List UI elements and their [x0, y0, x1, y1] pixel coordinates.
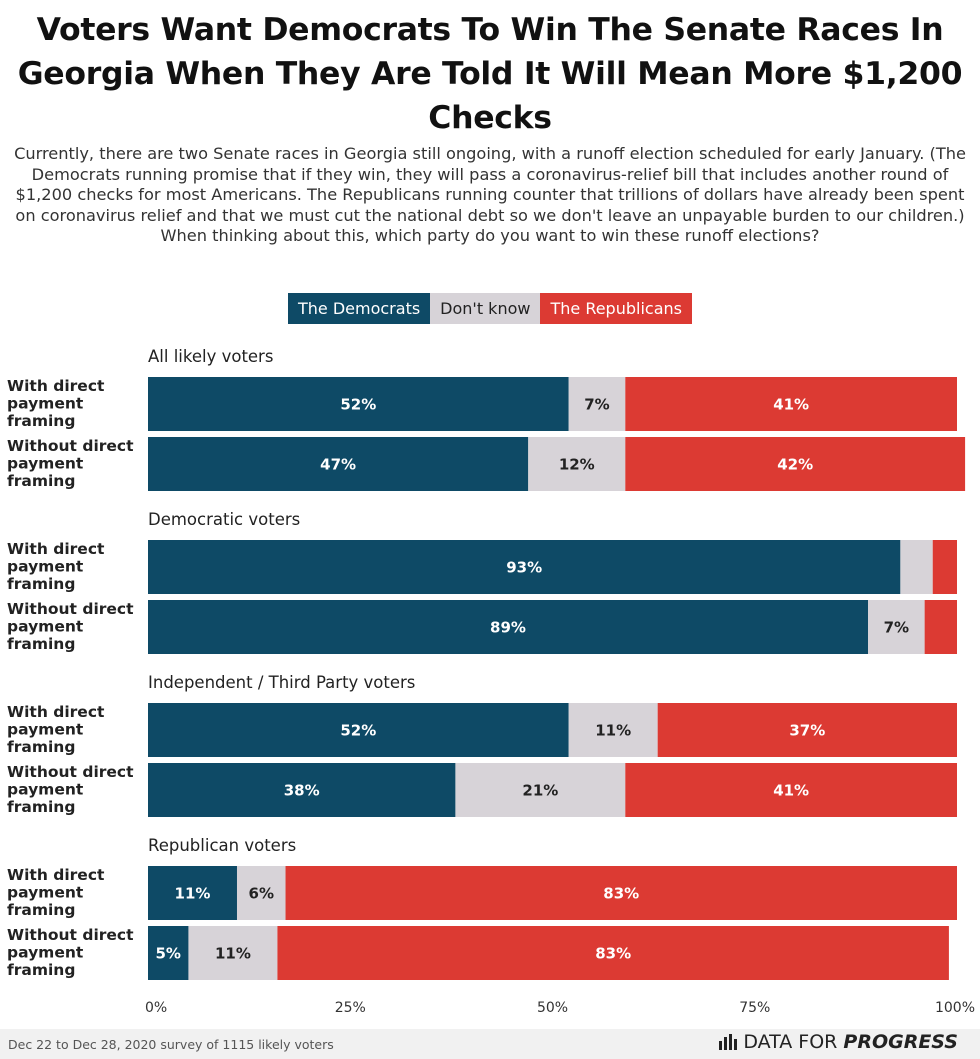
legend-dont-know: Don't know: [430, 293, 541, 324]
bar-segment-dk: [900, 540, 933, 594]
data-label: 5%: [155, 945, 180, 963]
chart-subtitle: Currently, there are two Senate races in…: [14, 144, 966, 245]
group-title: Independent / Third Party voters: [148, 673, 415, 692]
bar-segment-dem: [148, 926, 189, 980]
data-label: 21%: [522, 782, 558, 800]
group-title: All likely voters: [148, 347, 273, 366]
data-label: 41%: [773, 396, 809, 414]
data-label: 11%: [595, 722, 631, 740]
bar-segment-rep: [625, 763, 957, 817]
bar-segment-rep: [625, 437, 966, 491]
row-label: With direct payment framing: [7, 866, 105, 919]
bar-segment-dem: [148, 540, 901, 594]
bar-chart-icon: [719, 1034, 738, 1050]
row-label: Without direct payment framing: [7, 926, 134, 979]
brand-text-1: DATA FOR: [743, 1031, 838, 1053]
data-label: 7%: [584, 396, 609, 414]
data-label: 38%: [284, 782, 320, 800]
data-label: 83%: [603, 885, 639, 903]
data-label: 11%: [215, 945, 251, 963]
bar-segment-dem: [148, 600, 869, 654]
bar-segment-rep: [625, 377, 957, 431]
x-tick-label: 100%: [935, 1000, 975, 1016]
data-label: 47%: [320, 456, 356, 474]
data-label: 93%: [506, 559, 542, 577]
data-label: 41%: [773, 782, 809, 800]
x-tick-label: 25%: [335, 1000, 366, 1016]
brand-logo: DATA FOR PROGRESS: [719, 1031, 958, 1053]
data-label: 12%: [559, 456, 595, 474]
data-label: 11%: [175, 885, 211, 903]
row-label: Without direct payment framing: [7, 437, 134, 490]
bar-segment-rep: [277, 926, 949, 980]
x-tick-label: 50%: [537, 1000, 568, 1016]
group-title: Democratic voters: [148, 510, 300, 529]
bar-segment-dk: [568, 377, 626, 431]
data-label: 7%: [884, 619, 909, 637]
group-title: Republican voters: [148, 836, 296, 855]
bar-segment-dk: [236, 866, 286, 920]
legend-democrats: The Democrats: [288, 293, 431, 324]
bar-segment-dk: [455, 763, 626, 817]
bar-segment-dem: [148, 437, 529, 491]
data-label: 42%: [777, 456, 813, 474]
bar-segment-dem: [148, 763, 456, 817]
bar-segment-dk: [188, 926, 278, 980]
bar-segment-dk: [568, 703, 658, 757]
source-note: Dec 22 to Dec 28, 2020 survey of 1115 li…: [8, 1037, 334, 1052]
legend-republicans: The Republicans: [540, 293, 692, 324]
bar-segment-rep: [924, 600, 957, 654]
data-label: 52%: [340, 722, 376, 740]
legend: The Democrats Don't know The Republicans: [0, 293, 980, 324]
x-tick-label: 0%: [145, 1000, 167, 1016]
x-tick-label: 75%: [739, 1000, 770, 1016]
row-label: Without direct payment framing: [7, 763, 134, 816]
brand-text-2: PROGRESS: [843, 1031, 958, 1053]
bar-segment-rep: [932, 540, 957, 594]
data-label: 52%: [340, 396, 376, 414]
footer: Dec 22 to Dec 28, 2020 survey of 1115 li…: [0, 1029, 980, 1059]
stacked-bar-chart: All likely voters With direct payment frami…: [7, 347, 975, 1016]
chart-title: Voters Want Democrats To Win The Senate …: [17, 12, 963, 136]
data-label: 6%: [249, 885, 274, 903]
data-label: 83%: [595, 945, 631, 963]
row-label: Without direct payment framing: [7, 600, 134, 653]
bar-segment-dem: [148, 866, 237, 920]
data-label: 37%: [789, 722, 825, 740]
row-label: With direct payment framing: [7, 377, 105, 430]
bar-segment-rep: [285, 866, 957, 920]
row-label: With direct payment framing: [7, 703, 105, 756]
bar-segment-dem: [148, 703, 569, 757]
bar-segment-dem: [148, 377, 569, 431]
bar-segment-dk: [868, 600, 925, 654]
bar-segment-rep: [657, 703, 957, 757]
row-label: With direct payment framing: [7, 540, 105, 593]
bar-segment-dk: [528, 437, 626, 491]
data-label: 89%: [490, 619, 526, 637]
